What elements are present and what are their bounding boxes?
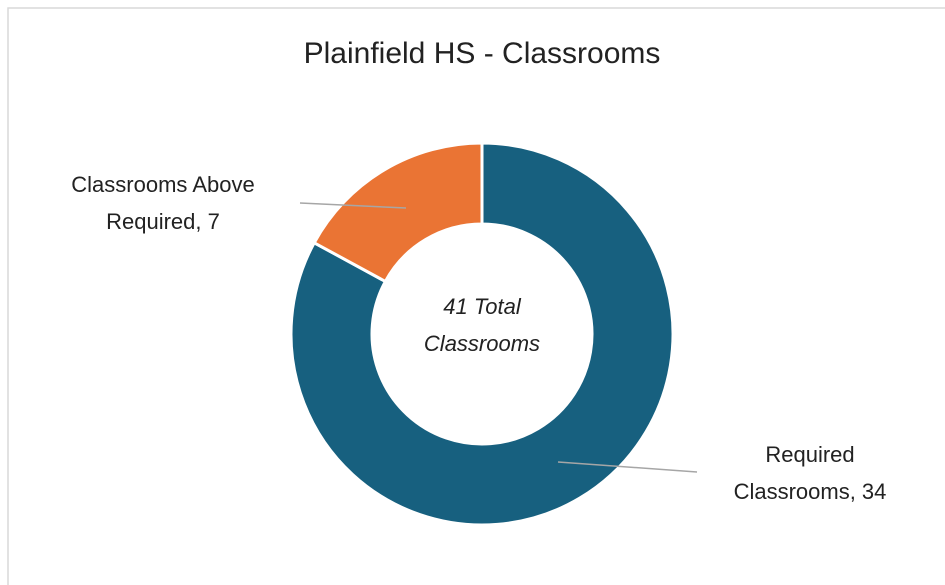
center-annotation: 41 Total Classrooms [423, 294, 541, 356]
chart-title: Plainfield HS - Classrooms [304, 37, 661, 70]
donut-slice [312, 141, 484, 284]
leader-line [557, 461, 698, 473]
data-label: Required Classrooms, 34 [733, 442, 887, 504]
donut-slice [289, 141, 675, 527]
leader-line [299, 202, 407, 209]
data-label: Classrooms Above Required, 7 [71, 172, 255, 234]
slices [289, 141, 675, 527]
